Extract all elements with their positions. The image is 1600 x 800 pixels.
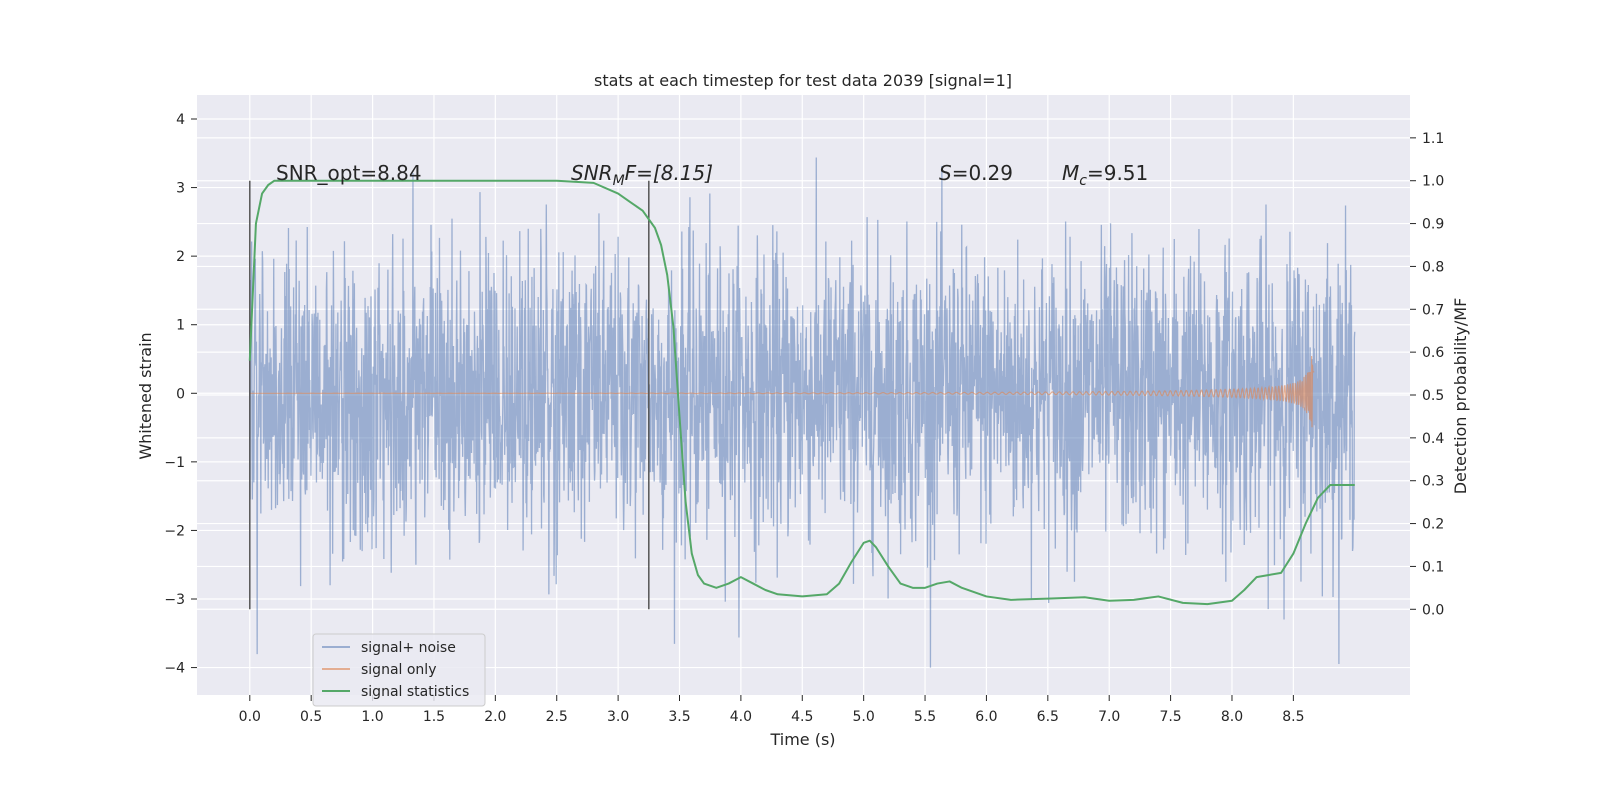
y-axis-label: Whitened strain	[136, 332, 155, 459]
y-tick-label: −2	[164, 523, 185, 539]
annotation-snr-mf-sub: M	[613, 173, 625, 189]
y-tick-label: −3	[164, 592, 185, 608]
annotation-mc: Mc=9.51	[1062, 161, 1148, 189]
x-tick-label: 8.0	[1221, 709, 1243, 725]
series-signal-statistics	[248, 179, 1355, 606]
x-tick-label: 4.5	[791, 709, 813, 725]
x-axis-label: Time (s)	[769, 730, 835, 749]
legend-label-signal-noise: signal+ noise	[361, 640, 456, 656]
x-tick-label: 4.0	[730, 709, 752, 725]
y-tick-label: 2	[176, 249, 185, 265]
y-tick-label: −4	[164, 661, 185, 677]
vertical-markers	[249, 180, 650, 610]
x-tick-label: 6.0	[975, 709, 997, 725]
annotation-snr-mf-base: SNR	[571, 161, 613, 185]
y-right-tick-label: 0.1	[1422, 559, 1444, 575]
x-tick-label: 2.0	[484, 709, 506, 725]
x-tick-label: 7.0	[1098, 709, 1120, 725]
annotation-s: S=0.29	[939, 161, 1013, 185]
legend-label-signal-statistics: signal statistics	[361, 684, 469, 700]
series-signal-noise	[249, 157, 1356, 668]
x-tick-label: 0.5	[300, 709, 322, 725]
y-tick-label: 0	[176, 386, 185, 402]
annotation-mc-sub: c	[1079, 173, 1087, 189]
annotation-snr-mf: SNRMF=[8.15]	[571, 161, 713, 189]
series-signal-only	[249, 356, 1315, 428]
x-tick-label: 5.5	[914, 709, 936, 725]
x-tick-label: 6.5	[1037, 709, 1059, 725]
x-tick-label: 5.0	[853, 709, 875, 725]
signal-noise-line	[249, 157, 1356, 668]
legend-label-signal-only: signal only	[361, 662, 436, 678]
y-right-tick-label: 0.8	[1422, 259, 1444, 275]
y-right-tick-label: 0.6	[1422, 345, 1444, 361]
legend-box	[312, 633, 486, 707]
y-tick-label: −1	[164, 455, 185, 471]
y-right-tick-label: 0.0	[1422, 602, 1444, 618]
y-right-tick-label: 0.7	[1422, 302, 1444, 318]
y-right-tick-label: 1.0	[1422, 174, 1444, 190]
annotation-snr-opt: SNR_opt=8.84	[276, 161, 422, 185]
annotation-mc-base: M	[1062, 161, 1079, 185]
y-right-tick-label: 1.1	[1422, 131, 1444, 147]
y-right-tick-label: 0.4	[1422, 431, 1444, 447]
x-tick-label: 3.5	[668, 709, 690, 725]
legend: signal+ noise signal only signal statist…	[312, 633, 486, 707]
x-tick-label: 1.0	[361, 709, 383, 725]
y-tick-label: 4	[176, 112, 185, 128]
signal-statistics-line	[248, 179, 1355, 606]
annotation-s-rest: =0.29	[952, 161, 1013, 185]
y-axis-ticks: 4 3 2 1 0 −1 −2 −3 −4	[164, 112, 197, 677]
y-right-tick-label: 0.9	[1422, 217, 1444, 233]
annotation-snr-mf-rest: F=[8.15]	[625, 161, 713, 185]
y-right-axis-ticks: 1.1 1.0 0.9 0.8 0.7 0.6 0.5 0.4 0.3 0.2 0.1 0.0	[1410, 131, 1444, 618]
x-tick-label: 0.0	[239, 709, 261, 725]
x-tick-label: 1.5	[423, 709, 445, 725]
x-tick-label: 3.0	[607, 709, 629, 725]
y-tick-label: 1	[176, 318, 185, 334]
annotation-mc-rest: =9.51	[1087, 161, 1148, 185]
y-tick-label: 3	[176, 181, 185, 197]
y-right-tick-label: 0.3	[1422, 474, 1444, 490]
y-right-axis-label: Detection probability/MF	[1451, 298, 1470, 495]
y-right-tick-label: 0.5	[1422, 388, 1444, 404]
annotation-s-base: S	[939, 161, 952, 185]
x-axis-ticks: 0.0 0.5 1.0 1.5 2.0 2.5 3.0 3.5 4.0 4.5 5.0 5.5 6.0 6…	[239, 695, 1304, 725]
y-right-tick-label: 0.2	[1422, 517, 1444, 533]
x-tick-label: 8.5	[1282, 709, 1304, 725]
x-tick-label: 7.5	[1159, 709, 1181, 725]
signal-only-line	[249, 356, 1315, 428]
chart-title: stats at each timestep for test data 203…	[594, 71, 1012, 90]
x-tick-label: 2.5	[546, 709, 568, 725]
